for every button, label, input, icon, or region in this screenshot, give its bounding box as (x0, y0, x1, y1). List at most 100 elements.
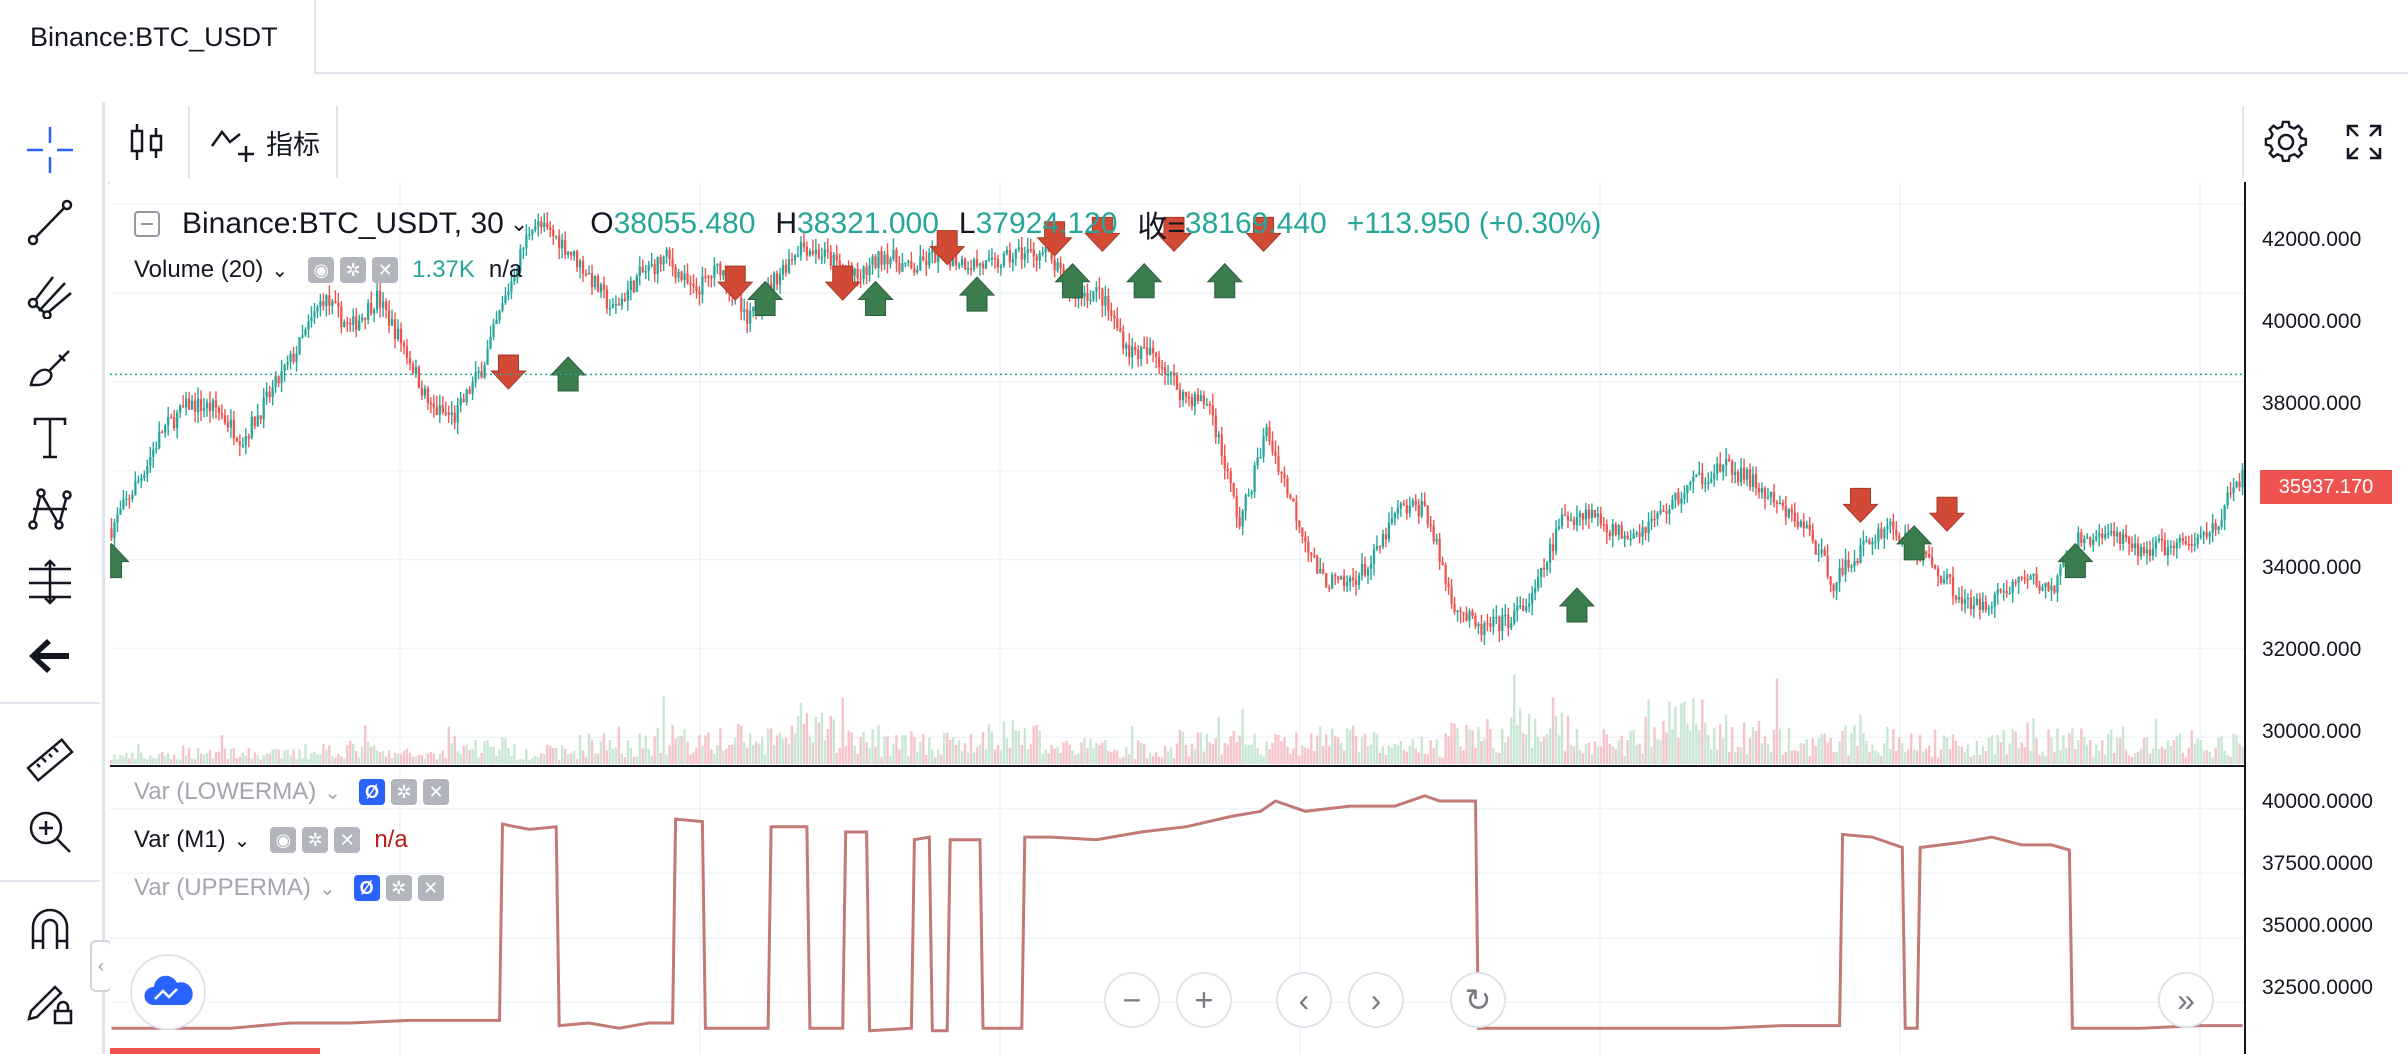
candle-body (1513, 610, 1516, 624)
save-cloud-button[interactable] (130, 954, 206, 1030)
ruler-tool[interactable] (22, 732, 78, 788)
volume-bar (1838, 741, 1841, 764)
pitchfork-tool[interactable] (22, 266, 78, 322)
close-icon[interactable]: ✕ (417, 875, 444, 901)
candle-body (2223, 505, 2226, 520)
candle-body (543, 222, 546, 228)
candle-body (355, 316, 358, 330)
gear-icon[interactable]: ✲ (340, 257, 367, 283)
eye-icon[interactable]: ◉ (308, 257, 335, 283)
scroll-right-button[interactable]: › (1348, 972, 1404, 1028)
volume-bar (1757, 721, 1761, 764)
chevron-down-icon[interactable]: ⌄ (324, 781, 341, 804)
prediction-tool[interactable] (22, 554, 78, 610)
candle-body (952, 254, 955, 267)
collapse-legend-button[interactable] (134, 211, 160, 237)
chart-area[interactable]: Binance:BTC_USDT, 30 ⌄ O 38055.480 H 383… (110, 182, 2244, 1054)
volume-bar (1536, 736, 1540, 764)
trend-line-tool[interactable] (22, 194, 78, 250)
hidden-eye-icon[interactable]: Ø (353, 875, 380, 901)
close-icon[interactable]: ✕ (423, 779, 449, 805)
chevron-down-icon[interactable]: ⌄ (318, 877, 336, 900)
symbol-title[interactable]: Binance:BTC_USDT, 30 (182, 207, 504, 240)
candle-body (1408, 505, 1411, 514)
brush-tool[interactable] (22, 338, 78, 394)
candle-body (190, 400, 194, 410)
candle-body (2178, 538, 2181, 543)
candle-body (1584, 509, 1588, 520)
close-icon[interactable]: ✕ (334, 827, 361, 853)
pattern-tool[interactable] (22, 482, 78, 538)
candle-body (1981, 602, 1984, 611)
candle-body (265, 391, 268, 398)
chevron-down-icon[interactable]: ⌄ (271, 259, 289, 282)
volume-indicator-name[interactable]: Volume (20) (134, 256, 264, 283)
volume-bar (695, 747, 698, 764)
volume-bar (856, 754, 859, 764)
candle-body (1256, 457, 1259, 466)
candle-body (253, 416, 256, 427)
scroll-to-end-button[interactable]: » (2158, 972, 2214, 1028)
candle-body (2095, 536, 2098, 540)
gear-icon[interactable]: ✲ (385, 875, 412, 901)
settings-button[interactable] (2256, 102, 2316, 182)
volume-bar (1462, 750, 1465, 764)
volume-bar (274, 748, 277, 764)
volume-bar (1692, 698, 1695, 764)
m1-indicator-name[interactable]: Var (M1) (134, 826, 226, 853)
candle-body (519, 249, 522, 271)
candle-body (1534, 588, 1537, 594)
volume-bar (1981, 746, 1985, 764)
gear-icon[interactable]: ✲ (302, 827, 329, 853)
price-scale[interactable]: 42000.000 40000.000 38000.000 34000.000 … (2244, 182, 2408, 1054)
candle-body (337, 302, 340, 307)
volume-bar (1184, 744, 1188, 764)
fullscreen-button[interactable] (2334, 102, 2394, 182)
scroll-left-button[interactable]: ‹ (1276, 972, 1332, 1028)
zoom-in-button[interactable]: + (1176, 972, 1232, 1028)
volume-bar (1456, 727, 1459, 764)
upperma-indicator-name[interactable]: Var (UPPERMA) (134, 874, 311, 901)
collapse-toolbar-button[interactable]: ‹ (90, 940, 112, 992)
text-tool[interactable] (22, 410, 78, 466)
eye-icon[interactable]: ◉ (270, 827, 297, 853)
candle-body (1050, 251, 1053, 260)
magnet-tool[interactable] (22, 902, 78, 958)
volume-bar (1286, 747, 1289, 764)
volume-bar (1095, 743, 1098, 764)
volume-bar (220, 735, 224, 764)
volume-bar (492, 746, 495, 764)
back-tool[interactable] (22, 628, 78, 684)
chevron-down-icon[interactable]: ⌄ (509, 211, 529, 236)
volume-bar (1280, 741, 1283, 764)
volume-bar (1175, 743, 1179, 764)
price-chart[interactable] (110, 182, 2244, 1054)
crosshair-tool[interactable] (22, 122, 78, 178)
close-icon[interactable]: ✕ (372, 257, 399, 283)
candle-body (1414, 500, 1417, 506)
chevron-down-icon[interactable]: ⌄ (233, 829, 251, 852)
candle-body (590, 273, 594, 288)
volume-bar (808, 735, 812, 764)
volume-bar (1739, 747, 1743, 764)
price-tick: 38000.000 (2262, 392, 2362, 415)
volume-bar (214, 752, 218, 764)
volume-bar (1402, 750, 1406, 764)
sell-signal-arrow (717, 265, 754, 301)
indicators-button[interactable]: 指标 (200, 102, 330, 182)
chart-type-button[interactable] (122, 102, 172, 182)
zoom-out-button[interactable]: − (1104, 972, 1160, 1028)
hidden-eye-icon[interactable]: Ø (359, 779, 385, 805)
volume-bar (1023, 727, 1026, 764)
gear-icon[interactable]: ✲ (391, 779, 417, 805)
zoom-tool[interactable] (22, 804, 78, 860)
volume-bar (1841, 730, 1844, 764)
volume-bar (1357, 751, 1361, 764)
candle-body (596, 275, 600, 292)
reset-chart-button[interactable]: ↻ (1450, 972, 1506, 1028)
candle-body (1483, 623, 1486, 635)
tab-binance-btc-usdt[interactable]: Binance:BTC_USDT (0, 0, 316, 74)
lowerma-indicator-name[interactable]: Var (LOWERMA) (134, 778, 317, 805)
volume-bar (2235, 735, 2238, 764)
lock-drawings-tool[interactable] (22, 974, 78, 1030)
